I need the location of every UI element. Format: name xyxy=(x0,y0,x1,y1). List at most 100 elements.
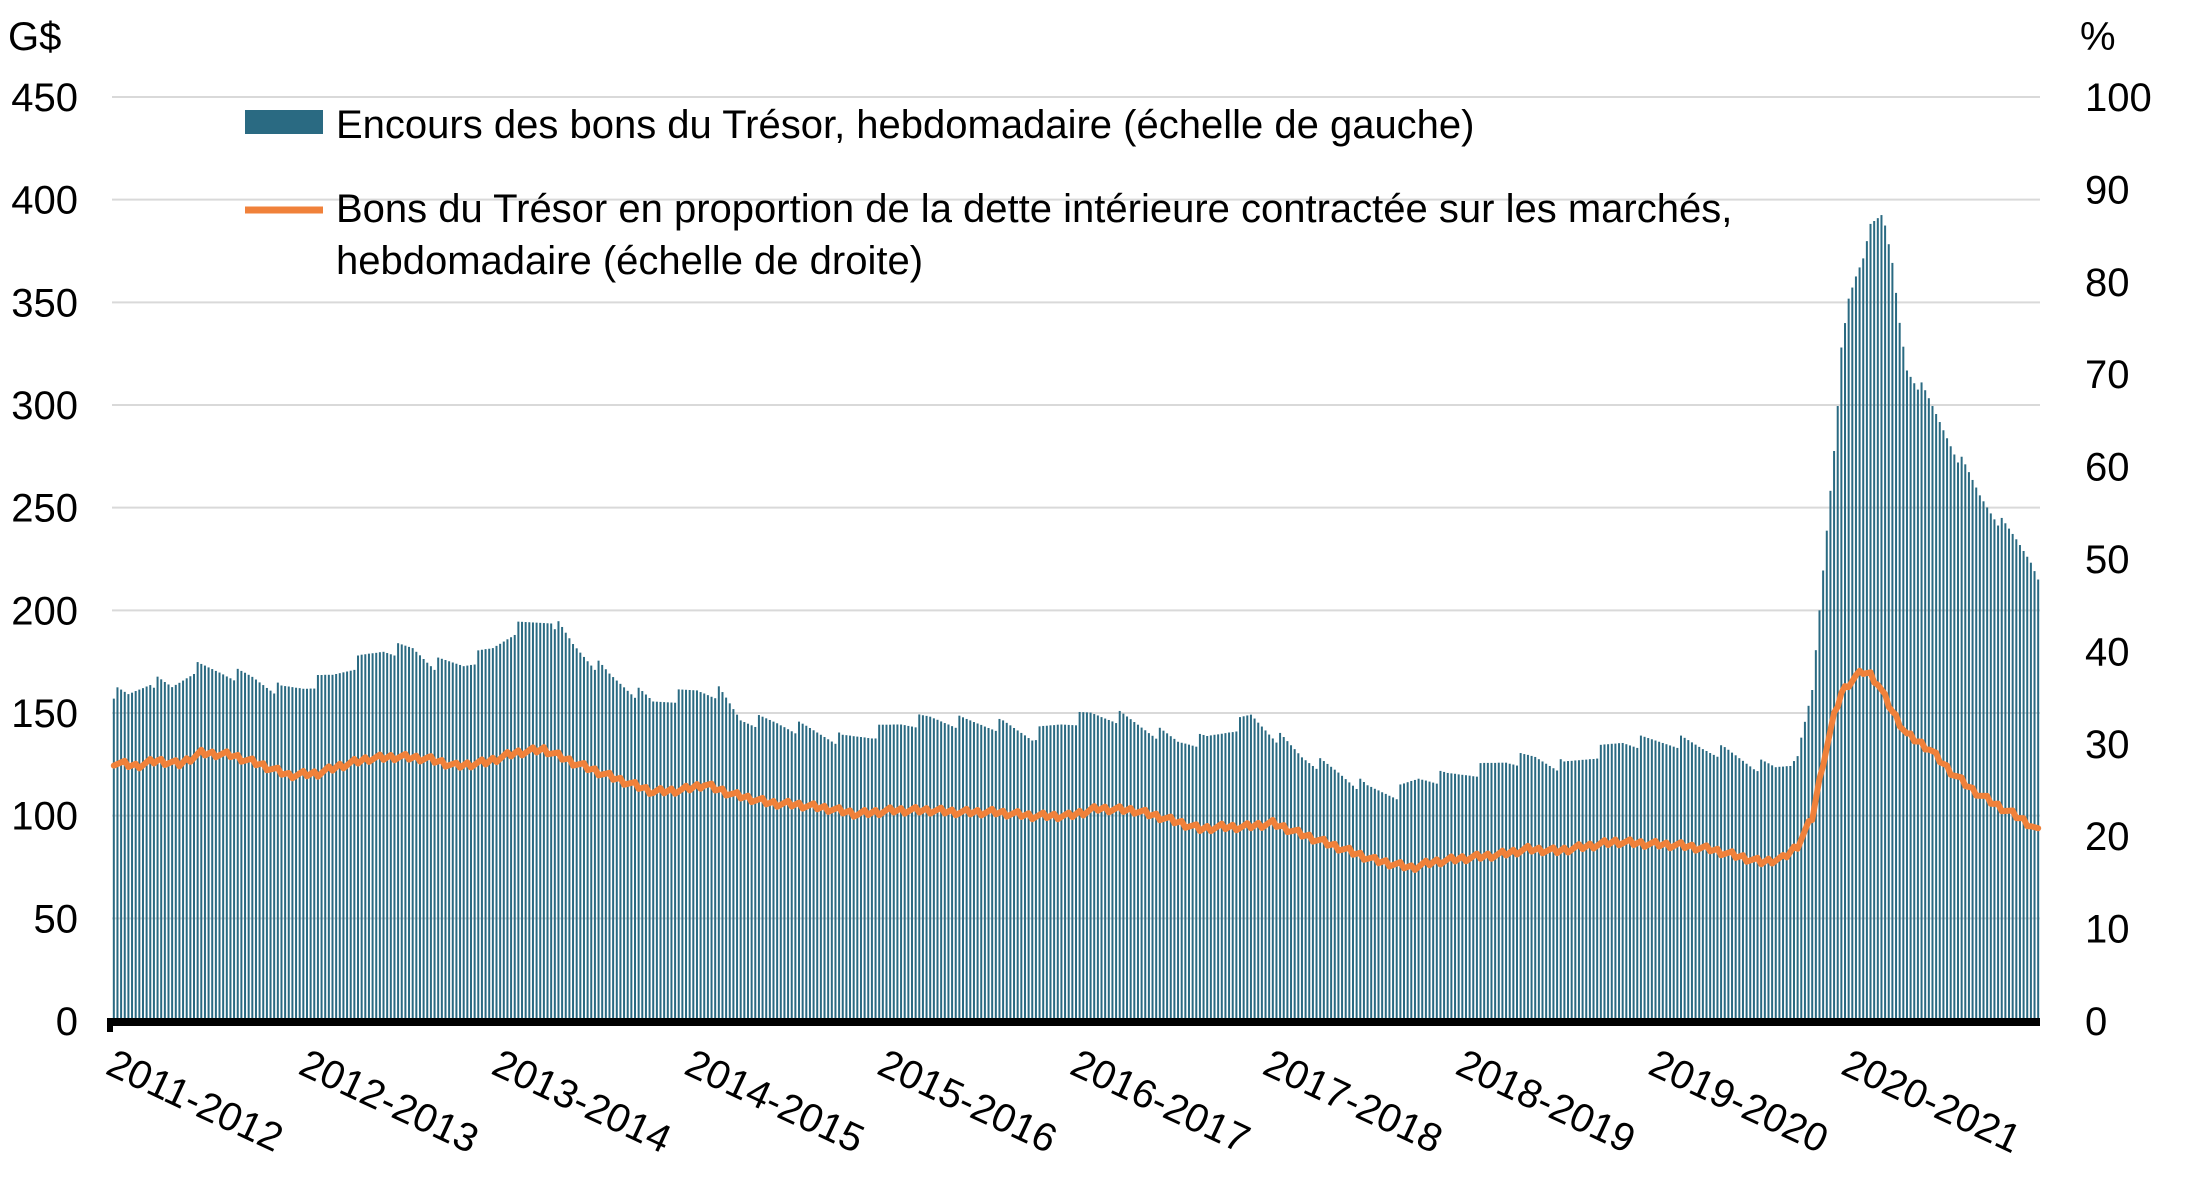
bar xyxy=(152,687,155,1021)
bar xyxy=(1082,712,1085,1021)
bar xyxy=(623,687,626,1021)
bar xyxy=(892,724,895,1021)
bar xyxy=(619,683,622,1021)
bar xyxy=(1884,225,1887,1022)
bar xyxy=(357,655,360,1021)
bar xyxy=(564,632,567,1021)
bar xyxy=(1825,530,1828,1021)
bar xyxy=(863,737,866,1021)
bar xyxy=(1530,755,1533,1021)
bar xyxy=(1989,513,1992,1021)
bar xyxy=(1672,746,1675,1021)
bar xyxy=(717,686,720,1021)
bar xyxy=(1373,788,1376,1021)
bar xyxy=(2018,545,2021,1021)
bar xyxy=(612,677,615,1021)
bar xyxy=(1341,775,1344,1021)
bar xyxy=(1647,738,1650,1021)
bar xyxy=(1625,744,1628,1021)
right-tick-label: 30 xyxy=(2085,723,2130,767)
bar xyxy=(1344,779,1347,1021)
bar xyxy=(783,727,786,1021)
legend: Encours des bons du Trésor, hebdomadaire… xyxy=(245,103,1732,283)
bar xyxy=(225,676,228,1021)
bar xyxy=(1213,734,1216,1021)
bar xyxy=(1887,244,1890,1022)
bar xyxy=(1104,718,1107,1021)
bar xyxy=(1027,738,1030,1021)
bar xyxy=(1264,730,1267,1021)
bar xyxy=(138,689,141,1021)
bar xyxy=(1997,525,2000,1021)
right-axis-unit-label: % xyxy=(2080,15,2116,59)
bar xyxy=(1246,715,1249,1021)
bar xyxy=(1927,398,1930,1022)
bar xyxy=(1862,258,1865,1021)
bar xyxy=(196,662,199,1021)
bar xyxy=(1435,783,1438,1021)
bar xyxy=(389,654,392,1021)
bar xyxy=(488,648,491,1021)
bar xyxy=(1680,735,1682,1021)
bar xyxy=(819,734,822,1021)
bar xyxy=(309,688,312,1021)
bar xyxy=(1946,438,1949,1021)
bar xyxy=(123,691,126,1021)
bar xyxy=(951,726,954,1021)
bar xyxy=(805,725,808,1021)
bar xyxy=(1239,717,1242,1021)
left-tick-label: 300 xyxy=(11,384,78,428)
bar xyxy=(1512,764,1515,1021)
bar xyxy=(1209,735,1212,1021)
bar xyxy=(302,688,305,1021)
bar xyxy=(1905,370,1908,1021)
bar xyxy=(1792,761,1795,1021)
x-axis-tick xyxy=(107,1018,113,1032)
bar xyxy=(244,672,247,1021)
bar xyxy=(1122,713,1125,1021)
bar xyxy=(473,664,476,1021)
bar xyxy=(284,686,287,1021)
bar xyxy=(1468,775,1471,1021)
bar xyxy=(1432,782,1435,1021)
bar xyxy=(706,695,709,1021)
bar xyxy=(1949,446,1952,1021)
bar xyxy=(699,692,702,1021)
bar xyxy=(710,696,713,1021)
bar xyxy=(1519,753,1522,1021)
right-tick-label: 50 xyxy=(2085,538,2130,582)
bar xyxy=(1833,450,1836,1021)
bar xyxy=(214,670,217,1021)
bar xyxy=(160,679,163,1021)
bar xyxy=(721,692,724,1021)
bar xyxy=(1760,759,1763,1021)
bar xyxy=(976,723,979,1021)
bar xyxy=(980,724,983,1021)
bar xyxy=(1457,774,1460,1021)
bar xyxy=(736,714,739,1021)
bar xyxy=(1031,740,1034,1021)
bar xyxy=(444,660,447,1021)
bar xyxy=(1661,742,1664,1021)
bar xyxy=(1628,745,1631,1021)
bar xyxy=(1005,722,1008,1021)
bar xyxy=(1020,732,1023,1021)
bar xyxy=(1399,784,1402,1021)
bar xyxy=(1013,727,1016,1021)
bar xyxy=(1559,759,1562,1021)
bar xyxy=(1100,717,1103,1021)
bar xyxy=(1089,712,1092,1021)
bar xyxy=(1242,716,1245,1021)
bar xyxy=(1986,507,1989,1022)
bar xyxy=(1698,746,1701,1021)
bar xyxy=(550,623,553,1021)
bar xyxy=(1803,721,1806,1021)
bar xyxy=(1224,733,1227,1021)
bar xyxy=(397,643,400,1021)
bar xyxy=(1829,490,1832,1022)
bar xyxy=(1873,221,1876,1021)
bar xyxy=(1016,730,1019,1021)
bar xyxy=(131,692,134,1021)
left-tick-label: 200 xyxy=(11,589,78,633)
